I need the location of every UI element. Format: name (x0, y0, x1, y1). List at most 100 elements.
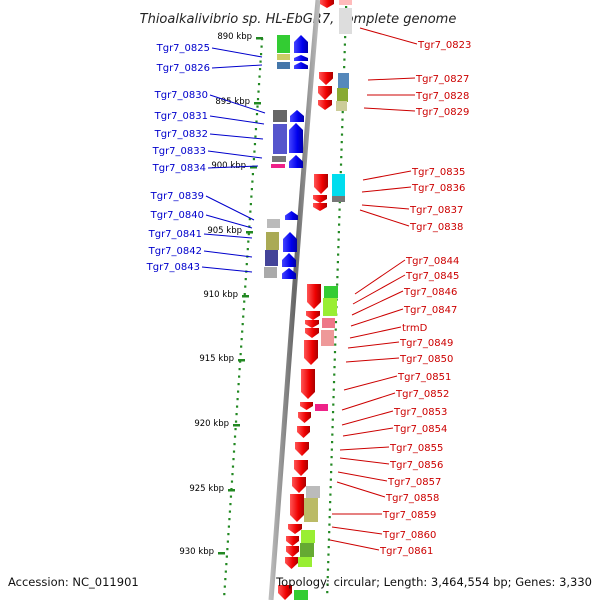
gene-label-Tgr7_0850[interactable]: Tgr7_0850 (399, 354, 453, 365)
gene-label-Tgr7_0827[interactable]: Tgr7_0827 (415, 74, 469, 85)
reverse-gene-arrow[interactable] (290, 494, 304, 522)
reverse-gene-arrow[interactable] (298, 412, 311, 423)
gene-label-Tgr7_0834[interactable]: Tgr7_0834 (152, 163, 206, 174)
gene-label-Tgr7_0843[interactable]: Tgr7_0843 (146, 262, 200, 273)
gene-label-Tgr7_0826[interactable]: Tgr7_0826 (156, 63, 210, 74)
gene-label-Tgr7_0859[interactable]: Tgr7_0859 (382, 510, 436, 521)
gene-label-Tgr7_0854[interactable]: Tgr7_0854 (393, 424, 447, 435)
reverse-gene-arrow[interactable] (305, 328, 319, 338)
reverse-gene-arrow[interactable] (301, 369, 315, 399)
forward-gene-arrow[interactable] (289, 155, 303, 168)
feature-block (332, 196, 345, 202)
reverse-gene-arrow[interactable] (306, 311, 320, 320)
scale-dot (329, 493, 332, 496)
reverse-gene-arrow[interactable] (313, 195, 327, 203)
scale-dot (259, 53, 263, 56)
reverse-gene-arrow[interactable] (318, 100, 332, 110)
forward-gene-arrow[interactable] (282, 268, 296, 279)
reverse-gene-arrow[interactable] (307, 284, 321, 309)
gene-label-Tgr7_0844[interactable]: Tgr7_0844 (405, 256, 459, 267)
label-leader-line (347, 341, 400, 349)
gene-label-Tgr7_0825[interactable]: Tgr7_0825 (156, 43, 210, 54)
feature-block (323, 298, 337, 316)
gene-label-Tgr7_0840[interactable]: Tgr7_0840 (150, 210, 204, 221)
scale-dot (227, 525, 231, 528)
gene-label-Tgr7_0829[interactable]: Tgr7_0829 (415, 107, 469, 118)
gene-label-Tgr7_0839[interactable]: Tgr7_0839 (150, 191, 204, 202)
scale-dot (328, 508, 332, 511)
label-leader-line (211, 64, 263, 69)
scale-dot (332, 381, 336, 384)
scale-dot (339, 163, 343, 166)
gene-label-Tgr7_0838[interactable]: Tgr7_0838 (409, 222, 463, 233)
forward-gene-arrow[interactable] (294, 35, 308, 53)
reverse-gene-arrow[interactable] (295, 442, 309, 456)
gene-label-Tgr7_0853[interactable]: Tgr7_0853 (393, 407, 447, 418)
reverse-gene-arrow[interactable] (292, 477, 306, 493)
scale-dot (223, 593, 226, 596)
scale-dot (247, 240, 250, 243)
reverse-gene-arrow[interactable] (294, 460, 308, 476)
gene-label-Tgr7_0831[interactable]: Tgr7_0831 (154, 111, 208, 122)
gene-label-Tgr7_0830[interactable]: Tgr7_0830 (154, 90, 208, 101)
scale-dot (253, 143, 257, 146)
forward-gene-arrow[interactable] (294, 62, 308, 69)
forward-gene-arrow[interactable] (290, 110, 304, 122)
scale-dot (330, 441, 334, 444)
forward-gene-arrow[interactable] (289, 123, 303, 153)
scale-dot (337, 238, 340, 241)
gene-label-Tgr7_0855[interactable]: Tgr7_0855 (389, 443, 443, 454)
gene-label-Tgr7_0837[interactable]: Tgr7_0837 (409, 205, 463, 216)
reverse-gene-arrow[interactable] (320, 0, 334, 8)
reverse-gene-arrow[interactable] (318, 86, 332, 100)
reverse-gene-arrow[interactable] (304, 340, 318, 365)
reverse-gene-arrow[interactable] (278, 585, 292, 600)
reverse-gene-arrow[interactable] (297, 426, 310, 438)
gene-label-Tgr7_0832[interactable]: Tgr7_0832 (154, 129, 208, 140)
reverse-gene-arrow[interactable] (319, 72, 333, 85)
feature-block (273, 124, 287, 154)
reverse-gene-arrow[interactable] (288, 524, 302, 534)
scale-dot (343, 43, 346, 46)
gene-label-Tgr7_0828[interactable]: Tgr7_0828 (415, 91, 469, 102)
scale-dot (331, 418, 334, 421)
gene-label-Tgr7_0842[interactable]: Tgr7_0842 (148, 246, 202, 257)
gene-label-Tgr7_0836[interactable]: Tgr7_0836 (411, 183, 465, 194)
forward-gene-arrow[interactable] (294, 55, 308, 61)
reverse-gene-arrow[interactable] (286, 536, 299, 546)
reverse-gene-arrow[interactable] (305, 320, 319, 328)
gene-label-Tgr7_0845[interactable]: Tgr7_0845 (405, 271, 459, 282)
forward-gene-arrow[interactable] (283, 232, 297, 252)
gene-label-Tgr7_0852[interactable]: Tgr7_0852 (395, 389, 449, 400)
reverse-gene-arrow[interactable] (313, 203, 327, 211)
feature-block (277, 54, 290, 60)
gene-label-Tgr7_0833[interactable]: Tgr7_0833 (152, 146, 206, 157)
forward-gene-arrow[interactable] (285, 211, 298, 220)
label-leader-line (359, 209, 410, 227)
reverse-gene-arrow[interactable] (286, 546, 299, 557)
gene-label-Tgr7_0846[interactable]: Tgr7_0846 (403, 287, 457, 298)
gene-label-Tgr7_0851[interactable]: Tgr7_0851 (397, 372, 451, 383)
gene-label-Tgr7_0860[interactable]: Tgr7_0860 (382, 530, 436, 541)
reverse-gene-arrow[interactable] (300, 402, 313, 410)
scale-dot (232, 450, 236, 453)
gene-label-trmD[interactable]: trmD (402, 323, 428, 334)
label-leader-line (350, 308, 404, 327)
scale-dot (339, 171, 342, 174)
gene-label-Tgr7_0835[interactable]: Tgr7_0835 (411, 167, 465, 178)
gene-label-Tgr7_0861[interactable]: Tgr7_0861 (379, 546, 433, 557)
forward-gene-arrow[interactable] (282, 253, 296, 267)
scale-dot (256, 105, 259, 108)
reverse-gene-arrow[interactable] (314, 174, 328, 194)
scale-dot (343, 58, 346, 61)
gene-label-Tgr7_0823[interactable]: Tgr7_0823 (417, 40, 471, 51)
scale-dot (336, 261, 339, 264)
gene-label-Tgr7_0849[interactable]: Tgr7_0849 (399, 338, 453, 349)
gene-label-Tgr7_0847[interactable]: Tgr7_0847 (403, 305, 457, 316)
reverse-gene-arrow[interactable] (285, 557, 298, 569)
feature-block (265, 250, 278, 266)
gene-label-Tgr7_0857[interactable]: Tgr7_0857 (387, 477, 441, 488)
gene-label-Tgr7_0841[interactable]: Tgr7_0841 (148, 229, 202, 240)
gene-label-Tgr7_0858[interactable]: Tgr7_0858 (385, 493, 439, 504)
gene-label-Tgr7_0856[interactable]: Tgr7_0856 (389, 460, 443, 471)
